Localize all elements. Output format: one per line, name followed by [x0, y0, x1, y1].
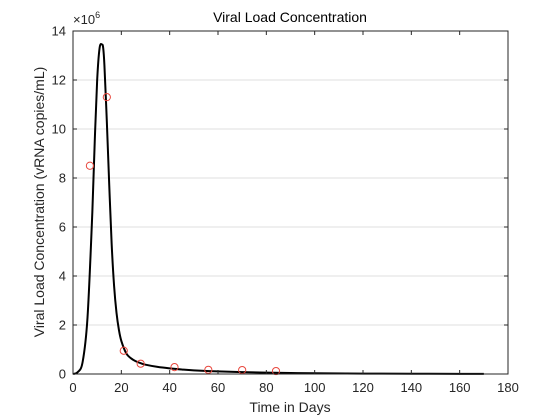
- x-tick-label: 160: [449, 380, 471, 395]
- y-tick-label: 14: [52, 24, 66, 39]
- plot-area-background: [73, 31, 508, 374]
- x-tick-label: 20: [114, 380, 128, 395]
- observed-point: [271, 366, 281, 376]
- y-tick-label: 6: [59, 220, 66, 235]
- x-tick-label: 140: [400, 380, 422, 395]
- y-tick-label: 0: [59, 367, 66, 382]
- observed-point: [85, 161, 95, 170]
- x-tick-label: 80: [259, 380, 273, 395]
- observed-point: [136, 359, 145, 368]
- x-tick-label: 40: [162, 380, 176, 395]
- x-tick-label: 120: [352, 380, 374, 395]
- observed-point: [119, 346, 128, 355]
- x-axis-ticks: 0 20 40 60 80 100 120 140 160 180: [69, 31, 519, 395]
- chart-title: Viral Load Concentration: [213, 9, 367, 25]
- plot-frame: [72, 30, 509, 375]
- x-tick-label: 60: [211, 380, 225, 395]
- y-axis-title: Viral Load Concentration (vRNA copies/mL…: [31, 67, 47, 338]
- x-tick-label: 0: [69, 380, 76, 395]
- y-axis-exponent-base: ×10: [73, 12, 95, 27]
- y-tick-label: 10: [52, 122, 66, 137]
- y-tick-label: 12: [52, 73, 66, 88]
- observed-points-group: [85, 93, 281, 376]
- grid-lines: [73, 79, 508, 326]
- y-axis-exponent: ×106: [73, 10, 100, 27]
- x-axis-title: Time in Days: [249, 399, 330, 415]
- y-tick-label: 8: [59, 171, 66, 186]
- y-axis-ticks: 0 2 4 6 8 10 12 14: [52, 24, 508, 382]
- observed-point: [102, 93, 111, 102]
- observed-point: [204, 365, 213, 374]
- y-axis-exponent-power: 6: [95, 10, 100, 20]
- y-tick-label: 4: [59, 269, 66, 284]
- y-tick-label: 2: [59, 318, 66, 333]
- x-tick-label: 180: [497, 380, 519, 395]
- x-tick-label: 100: [304, 380, 326, 395]
- observed-point: [170, 363, 179, 372]
